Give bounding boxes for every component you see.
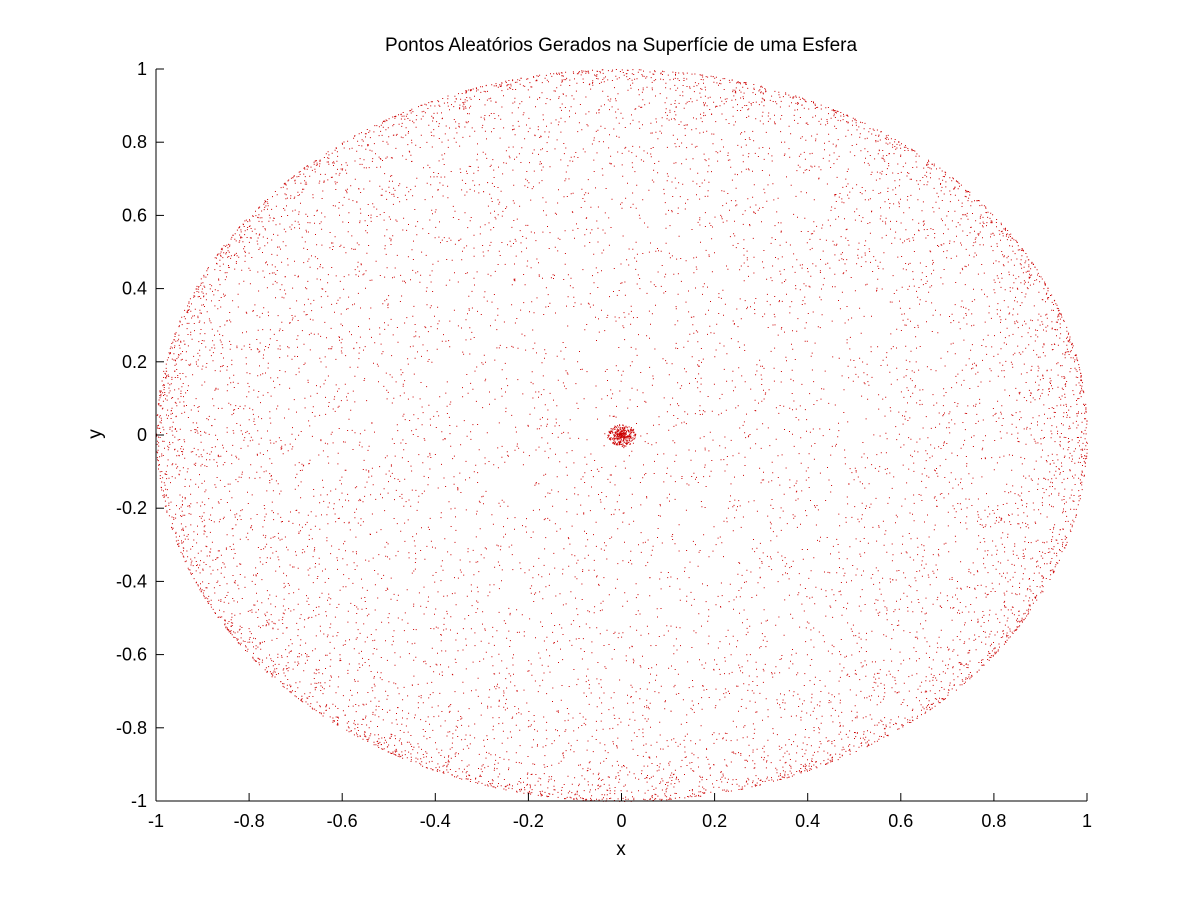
- x-ticks: -1 -0.8 -0.6 -0.4 -0.2 0 0.2 0.4 0.6 0.8 1: [148, 793, 1092, 831]
- x-tick-label: -0.8: [234, 811, 265, 831]
- scatter-points: [156, 69, 1088, 802]
- x-tick-label: -0.6: [327, 811, 358, 831]
- x-tick-label: 0.2: [702, 811, 727, 831]
- x-tick-label: 0.6: [888, 811, 913, 831]
- y-ticks: 1 0.8 0.6 0.4 0.2 0 -0.2 -0.4 -0.6 -0.8 -1: [116, 59, 164, 811]
- x-tick-label: 0.4: [795, 811, 820, 831]
- y-tick-label: 0.2: [122, 352, 147, 372]
- x-tick-label: -0.2: [513, 811, 544, 831]
- y-tick-label: -0.8: [116, 718, 147, 738]
- y-axis-label: y: [85, 429, 106, 439]
- x-tick-label: 1: [1082, 811, 1092, 831]
- x-tick-label: -0.4: [420, 811, 451, 831]
- points-layer: [156, 69, 1088, 802]
- y-tick-label: 1: [137, 59, 147, 79]
- y-tick-label: 0.4: [122, 279, 147, 299]
- x-tick-label: 0: [616, 811, 626, 831]
- y-tick-label: 0.8: [122, 132, 147, 152]
- y-tick-label: -1: [131, 791, 147, 811]
- y-tick-label: -0.4: [116, 571, 147, 591]
- chart-title: Pontos Aleatórios Gerados na Superfície …: [385, 35, 858, 56]
- y-tick-label: 0.6: [122, 205, 147, 225]
- y-tick-label: 0: [137, 425, 147, 445]
- x-tick-label: -1: [148, 811, 164, 831]
- y-tick-label: -0.2: [116, 498, 147, 518]
- x-axis-label: x: [616, 839, 626, 860]
- y-tick-label: -0.6: [116, 645, 147, 665]
- x-tick-label: 0.8: [981, 811, 1006, 831]
